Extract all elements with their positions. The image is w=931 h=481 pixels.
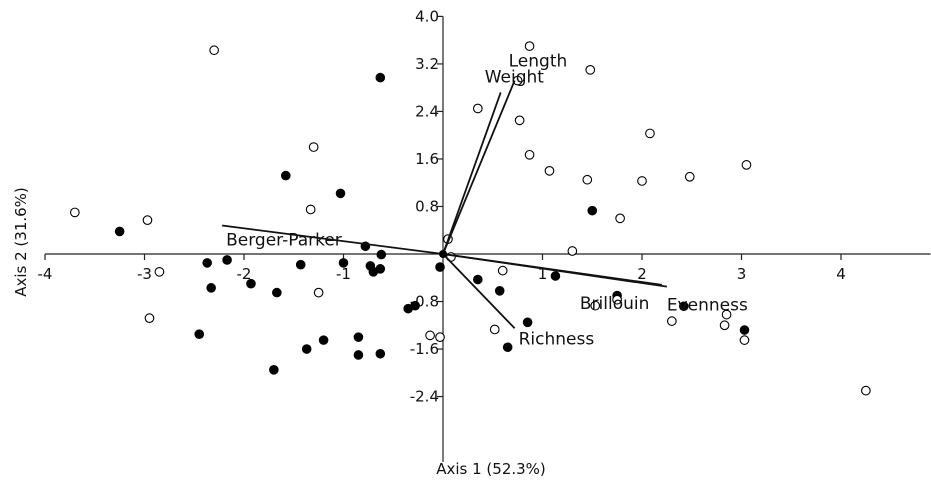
vector-line <box>442 92 502 255</box>
y-tick-label: 3.2 <box>415 55 439 73</box>
vector-line <box>442 253 668 288</box>
x-tick-label: -3 <box>137 265 152 283</box>
filled-point <box>678 301 689 312</box>
open-point <box>524 149 535 160</box>
open-point <box>741 160 752 170</box>
x-axis-title: Axis 1 (52.3%) <box>436 460 546 478</box>
filled-point <box>272 287 282 298</box>
filled-point <box>502 342 513 353</box>
vector-label: Berger-Parker <box>226 230 342 250</box>
vector-line <box>221 224 444 255</box>
y-tick-label: -2.4 <box>410 388 439 406</box>
x-tick-label: -2 <box>237 265 252 283</box>
y-tick-label: 4.0 <box>415 7 439 25</box>
filled-point <box>435 262 445 272</box>
open-point <box>69 207 80 218</box>
vector-label: Richness <box>519 329 595 349</box>
x-tick-label: -1 <box>336 265 351 283</box>
open-point <box>305 204 316 215</box>
open-point <box>666 316 677 326</box>
open-point <box>612 294 622 305</box>
open-point <box>209 45 219 56</box>
filled-point <box>194 329 205 339</box>
vector-label: Brillouin <box>580 294 650 314</box>
filled-point <box>376 249 387 260</box>
open-point <box>512 75 523 86</box>
open-point <box>645 128 655 139</box>
filled-point <box>222 255 232 265</box>
open-point <box>567 246 578 256</box>
filled-point <box>295 259 306 270</box>
open-point <box>308 142 319 152</box>
filled-point <box>280 170 291 181</box>
open-point <box>497 265 508 276</box>
filled-point <box>269 365 279 375</box>
x-tick-label: 1 <box>538 265 548 283</box>
y-tick-label: 0.8 <box>415 197 439 215</box>
filled-point <box>114 226 125 237</box>
x-tick-label: 3 <box>737 265 747 283</box>
open-point <box>435 332 445 343</box>
open-point <box>739 335 750 345</box>
open-point <box>684 171 695 182</box>
y-tick-label: -1.6 <box>410 340 439 358</box>
open-point <box>142 215 153 225</box>
open-point <box>544 165 555 176</box>
open-point <box>861 385 871 396</box>
filled-point <box>318 335 329 345</box>
open-point <box>524 41 535 51</box>
filled-point <box>301 344 312 354</box>
origin-point <box>439 250 447 258</box>
open-point <box>514 115 525 126</box>
vector-line <box>442 80 516 255</box>
vector-label: Length <box>509 52 568 72</box>
filled-point <box>353 332 364 342</box>
filled-point <box>353 350 364 360</box>
vector-label: Evenness <box>667 296 748 316</box>
filled-point <box>338 258 349 268</box>
open-point <box>154 266 165 277</box>
filled-point <box>206 283 216 293</box>
filled-point <box>375 348 386 359</box>
open-point <box>585 65 596 75</box>
vector-label: Weight <box>485 67 545 87</box>
filled-point <box>202 258 212 268</box>
open-point <box>313 287 324 298</box>
filled-point <box>550 271 561 281</box>
x-tick-label: 4 <box>836 265 846 283</box>
filled-point <box>473 274 483 285</box>
vector-line <box>442 253 516 329</box>
x-tick-label: -4 <box>38 265 53 283</box>
filled-point <box>375 264 386 274</box>
filled-point <box>587 205 598 216</box>
axes: -4 -3 -2 -1 1 2 3 44.03.22.41.60.8-0.8-1.6-2.4 <box>38 7 931 462</box>
x-tick-label: 2 <box>637 265 647 283</box>
open-point <box>637 176 647 186</box>
open-point <box>719 320 730 331</box>
open-point <box>590 300 601 311</box>
filled-point <box>410 300 420 311</box>
open-point <box>721 309 732 320</box>
open-point <box>582 174 593 185</box>
open-point <box>489 324 500 335</box>
filled-point <box>335 188 346 199</box>
open-point <box>144 313 155 324</box>
filled-point <box>522 317 533 328</box>
filled-point <box>739 325 750 335</box>
filled-point <box>375 72 386 83</box>
data-points <box>69 41 871 396</box>
filled-point <box>246 278 256 289</box>
y-axis-title: Axis 2 (31.6%) <box>12 187 30 297</box>
y-tick-label: 2.4 <box>415 102 439 120</box>
open-point <box>615 213 625 224</box>
open-point <box>425 330 435 341</box>
y-tick-label: 1.6 <box>415 150 439 168</box>
filled-point <box>494 286 505 296</box>
open-point <box>472 103 483 114</box>
